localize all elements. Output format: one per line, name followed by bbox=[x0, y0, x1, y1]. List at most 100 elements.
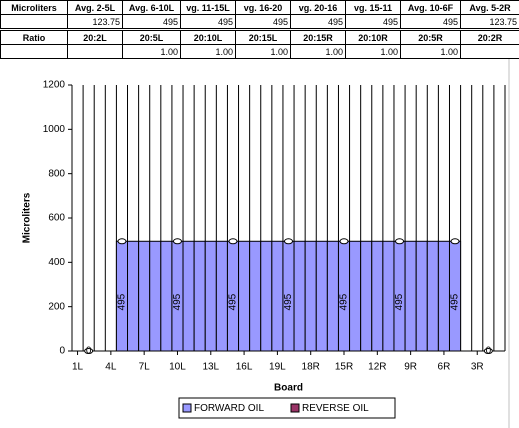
point-marker bbox=[117, 238, 127, 245]
bar bbox=[238, 240, 251, 352]
legend-label: REVERSE OIL bbox=[302, 403, 369, 414]
table-cell: 123.75 bbox=[460, 14, 519, 30]
data-label: 495 bbox=[283, 293, 294, 310]
table-cell: Microliters bbox=[0, 0, 68, 15]
y-tick-label: 0 bbox=[59, 346, 65, 357]
table-cell: 495 bbox=[290, 14, 346, 30]
x-tick-label: 7L bbox=[139, 362, 151, 373]
data-label: 495 bbox=[172, 293, 183, 310]
table-cell: Avg. 5-2R bbox=[460, 0, 519, 15]
table-cell: Avg. 2-5L bbox=[67, 0, 123, 15]
x-tick-label: 12R bbox=[368, 362, 386, 373]
x-tick-label: 19L bbox=[269, 362, 286, 373]
x-tick-label: 10L bbox=[169, 362, 186, 373]
point-marker bbox=[339, 238, 349, 245]
bar bbox=[271, 240, 284, 352]
legend: FORWARD OIL REVERSE OIL bbox=[178, 397, 396, 419]
y-tick-label: 1200 bbox=[43, 80, 66, 91]
table-cell bbox=[0, 44, 68, 59]
bar bbox=[349, 240, 362, 352]
bar bbox=[426, 240, 439, 352]
bar bbox=[193, 240, 206, 352]
bar bbox=[249, 240, 262, 352]
x-tick-label: 15R bbox=[335, 362, 353, 373]
table-cell: 20:15R bbox=[290, 28, 346, 45]
table-cell: 20:15L bbox=[235, 28, 291, 45]
table-cell: 1.00 bbox=[290, 44, 346, 59]
legend-box bbox=[178, 397, 396, 419]
y-tick-label: 400 bbox=[48, 257, 65, 268]
table-cell: 495 bbox=[122, 14, 181, 30]
table-row: Ratio 20:2L 20:5L 20:10L 20:15L 20:15R 20:10R 2… bbox=[0, 28, 519, 45]
table-cell: 123.75 bbox=[67, 14, 123, 30]
table-cell: 495 bbox=[345, 14, 401, 30]
x-axis-title: Board bbox=[274, 383, 303, 394]
data-label: 495 bbox=[117, 293, 128, 310]
x-tick-label: 13L bbox=[202, 362, 219, 373]
point-marker bbox=[228, 238, 238, 245]
bar bbox=[293, 240, 306, 352]
table-cell: 1.00 bbox=[122, 44, 181, 59]
table-cell: 495 bbox=[180, 14, 236, 30]
table-cell: vg. 16-20 bbox=[235, 0, 291, 15]
x-tick-label: 6R bbox=[438, 362, 451, 373]
data-label: 0 bbox=[86, 346, 92, 357]
point-marker bbox=[395, 238, 405, 245]
bar bbox=[215, 240, 228, 352]
point-marker bbox=[172, 238, 182, 245]
bar bbox=[260, 240, 273, 352]
bar bbox=[437, 240, 450, 352]
bar bbox=[160, 240, 173, 352]
table-cell: 20:5L bbox=[122, 28, 181, 45]
table-row: 123.75 495 495 495 495 495 495 123.75 bbox=[0, 14, 519, 30]
x-tick-label: 4L bbox=[105, 362, 117, 373]
table-cell: Ratio bbox=[0, 28, 68, 45]
table-cell: 1.00 bbox=[235, 44, 291, 59]
table-row: Microliters Avg. 2-5L Avg. 6-10L vg. 11-15L… bbox=[0, 0, 519, 15]
table-cell: 1.00 bbox=[400, 44, 461, 59]
table-cell bbox=[67, 44, 123, 59]
table-cell bbox=[0, 14, 68, 30]
bar bbox=[315, 240, 328, 352]
y-tick-label: 800 bbox=[48, 168, 65, 179]
x-tick-label: 9R bbox=[404, 362, 417, 373]
bar bbox=[304, 240, 317, 352]
table-cell bbox=[460, 44, 519, 59]
x-tick-label: 16L bbox=[236, 362, 253, 373]
table-cell: vg. 15-11 bbox=[345, 0, 401, 15]
point-marker bbox=[483, 348, 493, 354]
point-marker bbox=[450, 238, 460, 245]
x-tick-label: 3R bbox=[471, 362, 484, 373]
table-row: 1.00 1.00 1.00 1.00 1.00 1.00 bbox=[0, 44, 519, 59]
table-cell: 20:10L bbox=[180, 28, 236, 45]
table-cell: 495 bbox=[400, 14, 461, 30]
bar bbox=[204, 240, 217, 352]
data-label: 0 bbox=[486, 346, 492, 357]
table-cell: Avg. 10-6F bbox=[400, 0, 461, 15]
y-axis-title: Microliters bbox=[22, 192, 33, 243]
bar bbox=[371, 240, 384, 352]
x-tick-label: 18R bbox=[302, 362, 320, 373]
bar bbox=[415, 240, 428, 352]
data-label: 495 bbox=[394, 293, 405, 310]
table-cell: 20:2L bbox=[67, 28, 123, 45]
table-cell: 1.00 bbox=[180, 44, 236, 59]
bar bbox=[138, 240, 151, 352]
bar bbox=[182, 240, 195, 352]
bar bbox=[382, 240, 395, 352]
bar bbox=[360, 240, 373, 352]
data-label: 495 bbox=[450, 293, 461, 310]
table-cell: 20:2R bbox=[460, 28, 519, 45]
y-tick-label: 600 bbox=[48, 213, 65, 224]
table-cell: Avg. 6-10L bbox=[122, 0, 181, 15]
bar bbox=[127, 240, 140, 352]
data-label: 495 bbox=[339, 293, 350, 310]
table-cell: 1.00 bbox=[345, 44, 401, 59]
table-cell: 20:5R bbox=[400, 28, 461, 45]
legend-swatch bbox=[182, 403, 192, 413]
y-tick-label: 200 bbox=[48, 301, 65, 312]
y-tick-label: 1000 bbox=[43, 124, 66, 135]
bar bbox=[149, 240, 162, 352]
